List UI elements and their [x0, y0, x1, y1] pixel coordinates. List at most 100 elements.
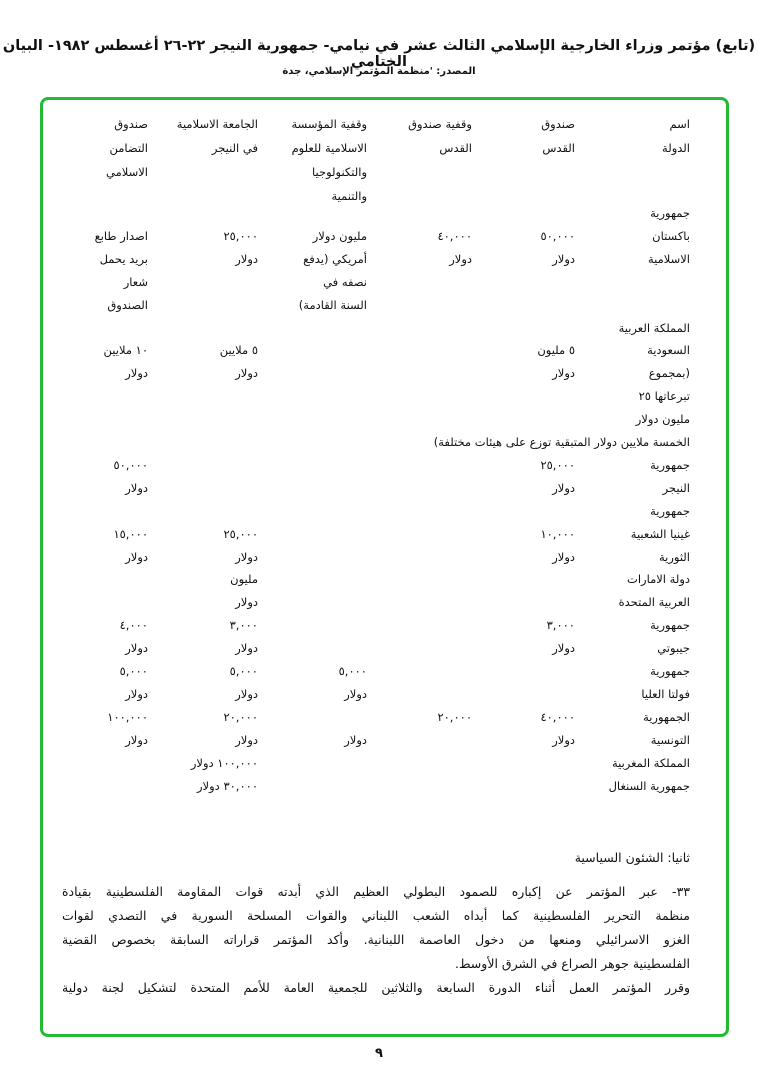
table-cell-solidarity-fund: دولار: [125, 366, 148, 381]
column-header-quds-fund: صندوق: [541, 117, 575, 131]
column-header-science-foundation: والتكنولوجيا: [311, 165, 367, 179]
table-cell-niger-university: دولار: [235, 366, 258, 381]
table-cell-country: (بمجموع: [648, 366, 690, 381]
column-header-niger-university: الجامعة الاسلامية: [176, 117, 258, 131]
table-cell-solidarity-fund: دولار: [125, 732, 148, 747]
paragraph-line: الغزو الاسرائيلي ومنعها من دخول العاصمة …: [62, 932, 690, 947]
table-cell-quds-fund: ٣,٠٠٠: [546, 618, 575, 633]
table-cell-country: جمهورية: [650, 664, 690, 678]
table-cell-niger-university: دولار: [235, 641, 258, 656]
table-cell-science-foundation: دولار: [344, 732, 367, 747]
table-cell-country: جمهورية: [650, 457, 690, 472]
table-cell-niger-university: ٢٥,٠٠٠: [223, 228, 258, 243]
table-cell-science-foundation: نصفه في: [323, 274, 367, 289]
document-title: (تابع) مؤتمر وزراء الخارجية الإسلامي الث…: [2, 38, 756, 70]
table-cell-country: السعودية: [647, 343, 690, 358]
table-cell-quds-endowment: دولار: [449, 251, 472, 266]
table-cell-country: فولتا العليا: [641, 686, 690, 701]
page-number: ٩: [375, 1046, 383, 1061]
table-cell-niger-university: دولار: [235, 595, 258, 610]
table-cell-country: جمهورية: [650, 206, 690, 220]
table-cell-country: جمهورية السنغال: [608, 778, 690, 793]
table-cell-niger-university: ٢٥,٠٠٠: [223, 526, 258, 541]
table-cell-solidarity-fund: ٤,٠٠٠: [119, 618, 148, 633]
column-header-quds-fund: القدس: [542, 141, 575, 155]
table-cell-quds-fund: دولار: [552, 480, 575, 495]
column-header-country: الدولة: [662, 141, 690, 155]
table-cell-solidarity-fund: ١٥,٠٠٠: [113, 526, 148, 541]
table-cell-country: جمهورية: [650, 618, 690, 633]
table-cell-country: المملكة المغربية: [611, 755, 690, 770]
table-cell-solidarity-fund: دولار: [125, 480, 148, 495]
column-header-solidarity-fund: الاسلامي: [106, 165, 148, 179]
table-cell-science-foundation: ٥,٠٠٠: [338, 664, 367, 678]
table-cell-country: الخمسة ملايين دولار المتبقية توزع على هي…: [433, 435, 690, 449]
column-header-country: اسم: [669, 117, 690, 131]
table-cell-quds-endowment: ٢٠,٠٠٠: [437, 709, 472, 724]
table-cell-country: الثورية: [658, 549, 690, 564]
table-cell-country: العربية المتحدة: [618, 595, 690, 610]
table-cell-niger-university: ٣,٠٠٠: [229, 618, 258, 633]
table-cell-niger-university: ٣٠,٠٠٠ دولار: [197, 778, 258, 793]
column-header-quds-endowment: القدس: [439, 141, 472, 155]
section-heading: ثانيا: الشئون السياسية: [574, 850, 690, 865]
table-cell-country: الاسلامية: [647, 251, 690, 266]
table-cell-niger-university: ٥,٠٠٠: [229, 664, 258, 678]
table-cell-solidarity-fund: بريد يحمل: [99, 251, 148, 266]
table-cell-science-foundation: دولار: [344, 686, 367, 701]
table-cell-niger-university: مليون: [230, 572, 258, 587]
column-header-science-foundation: الاسلامية للعلوم: [291, 141, 367, 155]
table-cell-solidarity-fund: اصدار طابع: [94, 228, 148, 243]
table-cell-quds-fund: ٥٠,٠٠٠: [540, 228, 575, 243]
table-cell-quds-fund: دولار: [552, 641, 575, 656]
highlight-frame: [40, 97, 729, 1037]
table-cell-quds-fund: ١٠,٠٠٠: [540, 526, 575, 541]
table-cell-country: غينيا الشعبية: [630, 526, 690, 541]
table-cell-solidarity-fund: دولار: [125, 549, 148, 564]
table-cell-quds-fund: دولار: [552, 366, 575, 381]
table-cell-solidarity-fund: الصندوق: [107, 297, 148, 312]
table-cell-country: التونسية: [650, 732, 690, 747]
table-cell-quds-fund: ٥ مليون: [537, 343, 575, 358]
column-header-quds-endowment: وقفية صندوق: [408, 117, 472, 131]
table-cell-quds-fund: ٢٥,٠٠٠: [540, 457, 575, 472]
table-cell-solidarity-fund: دولار: [125, 641, 148, 656]
paragraph-line: وقرر المؤتمر العمل أثناء الدورة السابعة …: [62, 980, 690, 995]
table-cell-country: النيجر: [662, 480, 690, 495]
column-header-science-foundation: والتنمية: [331, 189, 367, 203]
table-cell-niger-university: ٥ ملايين: [219, 343, 258, 358]
table-cell-solidarity-fund: ١٠ ملايين: [103, 343, 148, 358]
table-cell-country: جيبوتي: [657, 641, 690, 656]
column-header-solidarity-fund: صندوق: [114, 117, 148, 131]
table-cell-solidarity-fund: ٥٠,٠٠٠: [113, 457, 148, 472]
table-cell-niger-university: دولار: [235, 549, 258, 564]
table-cell-country: المملكة العربية: [618, 320, 690, 335]
paragraph-line: منظمة التحرير الفلسطينية كما أبداه الشعب…: [62, 908, 690, 923]
table-cell-quds-fund: دولار: [552, 251, 575, 266]
column-header-niger-university: في النيجر: [211, 141, 258, 155]
table-cell-science-foundation: مليون دولار: [312, 228, 367, 243]
table-cell-country: تبرعاتها ٢٥: [638, 389, 690, 404]
table-cell-solidarity-fund: شعار: [123, 274, 148, 289]
table-cell-science-foundation: السنة القادمة): [298, 297, 367, 312]
source-line: المصدر: 'منظمة المؤتمر الإسلامي، جدة: [282, 66, 476, 77]
table-cell-solidarity-fund: ٥,٠٠٠: [119, 664, 148, 678]
table-cell-quds-fund: دولار: [552, 732, 575, 747]
table-cell-niger-university: ٢٠,٠٠٠: [223, 709, 258, 724]
column-header-science-foundation: وقفية المؤسسة: [291, 117, 367, 131]
table-cell-niger-university: دولار: [235, 686, 258, 701]
table-cell-quds-fund: ٤٠,٠٠٠: [540, 709, 575, 724]
paragraph-line: الفلسطينية جوهر الصراع في الشرق الأوسط.: [454, 956, 690, 971]
table-cell-country: مليون دولار: [635, 412, 690, 427]
table-cell-solidarity-fund: دولار: [125, 686, 148, 701]
table-cell-science-foundation: أمريكي (يدفع: [303, 251, 367, 266]
table-cell-niger-university: دولار: [235, 251, 258, 266]
column-header-solidarity-fund: التضامن: [109, 141, 148, 155]
table-cell-quds-endowment: ٤٠,٠٠٠: [437, 228, 472, 243]
table-cell-niger-university: ١٠٠,٠٠٠ دولار: [190, 755, 258, 770]
table-cell-country: الجمهورية: [643, 709, 690, 724]
table-cell-quds-fund: دولار: [552, 549, 575, 564]
paragraph-line: ٣٣- عبر المؤتمر عن إكباره للصمود البطولي…: [62, 884, 690, 899]
table-cell-country: باكستان: [652, 228, 690, 243]
table-cell-niger-university: دولار: [235, 732, 258, 747]
